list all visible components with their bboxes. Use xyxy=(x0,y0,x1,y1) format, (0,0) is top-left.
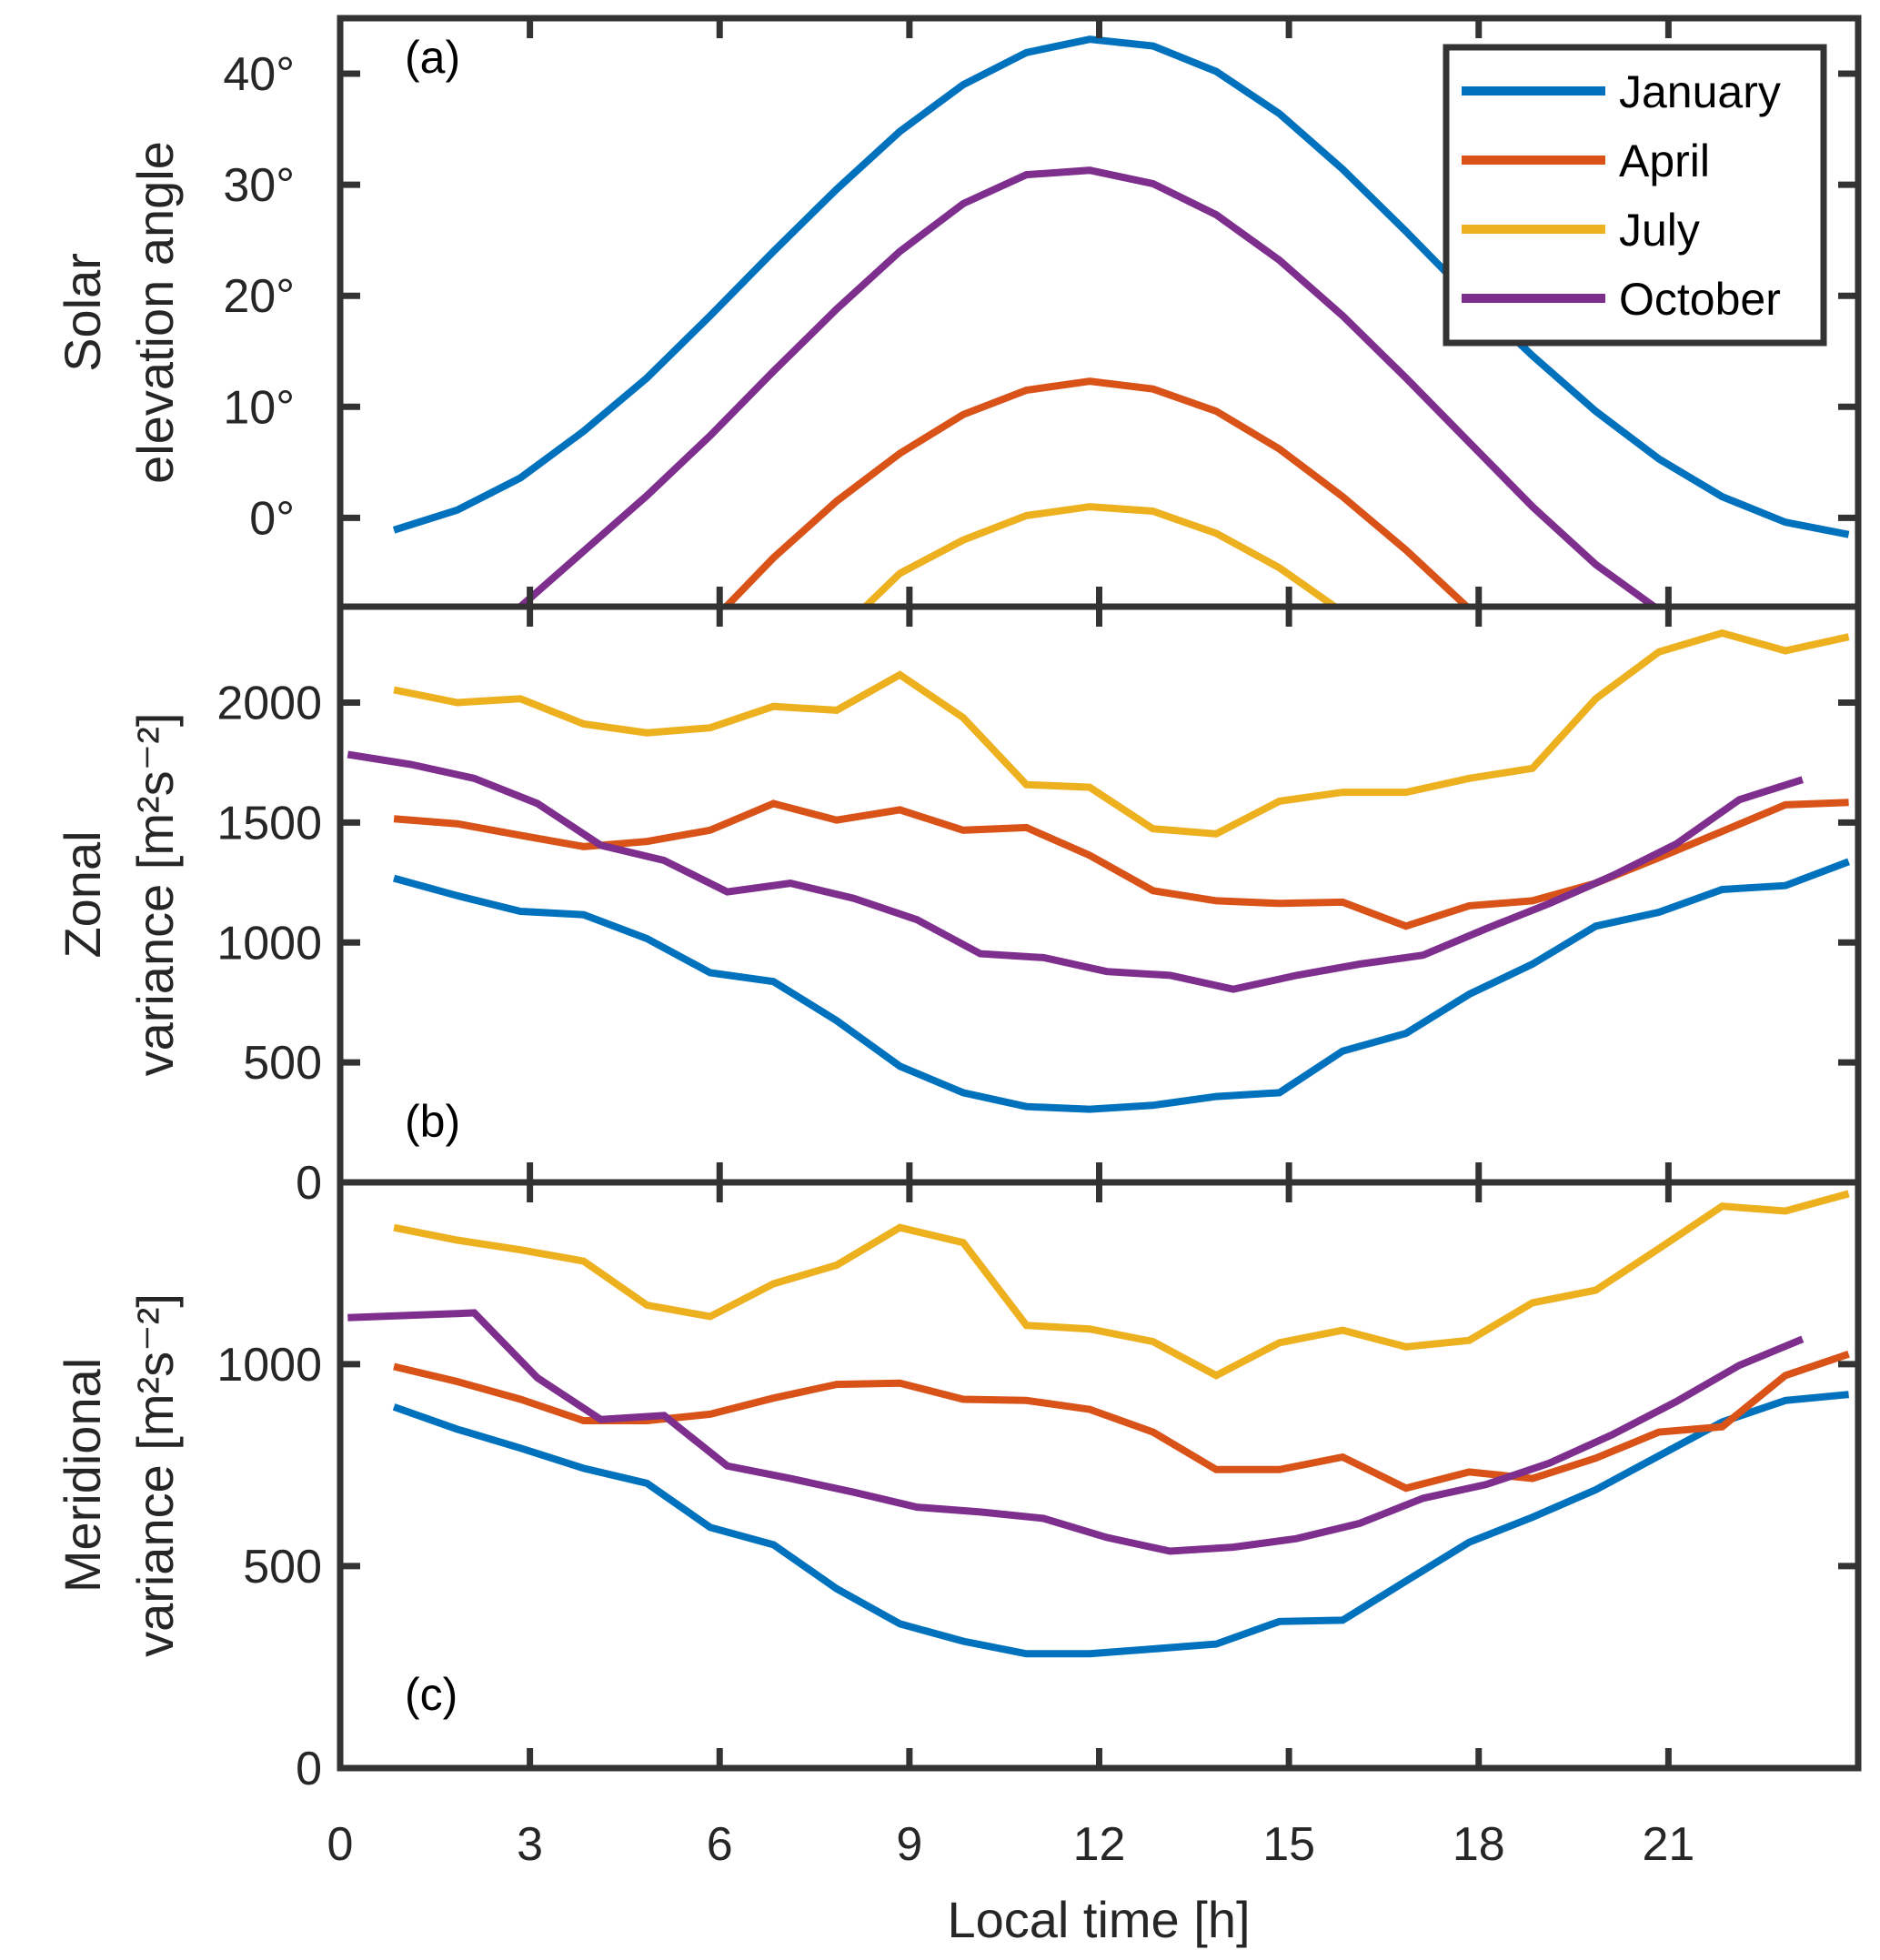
series-line-january xyxy=(392,35,1850,538)
y-tick-label: 2000 xyxy=(216,678,322,730)
x-tick-label: 15 xyxy=(1262,1818,1315,1871)
panel-label-b: (b) xyxy=(405,1096,460,1147)
y-tick-label: 1000 xyxy=(216,1339,322,1392)
legend-entry-april: April xyxy=(1619,136,1710,186)
x-tick-label: 0 xyxy=(327,1818,354,1871)
series-line-october xyxy=(347,1309,1805,1555)
series-line-october xyxy=(514,166,1661,607)
axes-frame xyxy=(337,603,1862,1186)
x-axis: 0 3 6 9 12 15 18 21 xyxy=(327,1818,1695,1871)
x-tick-label: 9 xyxy=(896,1818,922,1871)
y-tick-label: 40° xyxy=(223,48,295,101)
legend-entry-july: July xyxy=(1619,205,1700,256)
y-axis-label-a: Solar elevation angle xyxy=(54,141,184,484)
series-line-october xyxy=(347,750,1805,993)
y-tick-label: 30° xyxy=(223,159,295,212)
legend-box xyxy=(1443,44,1827,347)
series-line-april xyxy=(720,377,1473,607)
y-tick-label: 0 xyxy=(296,1743,322,1795)
y-tick-label: 500 xyxy=(243,1541,322,1593)
y-axis-label-b: Zonal variance [m²s⁻²] xyxy=(54,713,184,1077)
y-tick-label: 10° xyxy=(223,381,295,434)
panel-label-c: (c) xyxy=(405,1669,457,1720)
y-tick-label: 0 xyxy=(296,1157,322,1210)
y-tick-label: 500 xyxy=(243,1037,322,1090)
x-tick-label: 6 xyxy=(707,1818,733,1871)
x-tick-label: 3 xyxy=(517,1818,543,1871)
x-tick-label: 12 xyxy=(1073,1818,1126,1871)
y-tick-label: 0° xyxy=(249,492,295,545)
legend-entry-october: October xyxy=(1619,274,1781,325)
panel-label-a: (a) xyxy=(405,32,460,83)
series-line-july xyxy=(393,1190,1850,1380)
y-tick-label: 20° xyxy=(223,270,295,323)
legend-entry-january: January xyxy=(1619,66,1781,117)
panel-c: 0 500 1000 (c) Meridional variance [m²s⁻²] xyxy=(54,1179,1862,1795)
y-tick-label: 1000 xyxy=(216,917,322,970)
series-line-january xyxy=(392,1391,1849,1658)
x-axis-label: Local time [h] xyxy=(947,1891,1250,1948)
series-line-january xyxy=(393,858,1851,1113)
series-line-july xyxy=(393,628,1850,838)
x-tick-label: 21 xyxy=(1642,1818,1694,1871)
series-line-july xyxy=(860,503,1342,607)
y-tick-label: 1500 xyxy=(216,797,322,849)
y-axis-label-c: Meridional variance [m²s⁻²] xyxy=(54,1293,184,1657)
x-tick-label: 18 xyxy=(1453,1818,1505,1871)
panel-b: 0 500 1000 1500 2000 (b) Zonal variance [m²s⁻²] xyxy=(54,603,1862,1210)
legend: January April July October xyxy=(1443,44,1827,347)
